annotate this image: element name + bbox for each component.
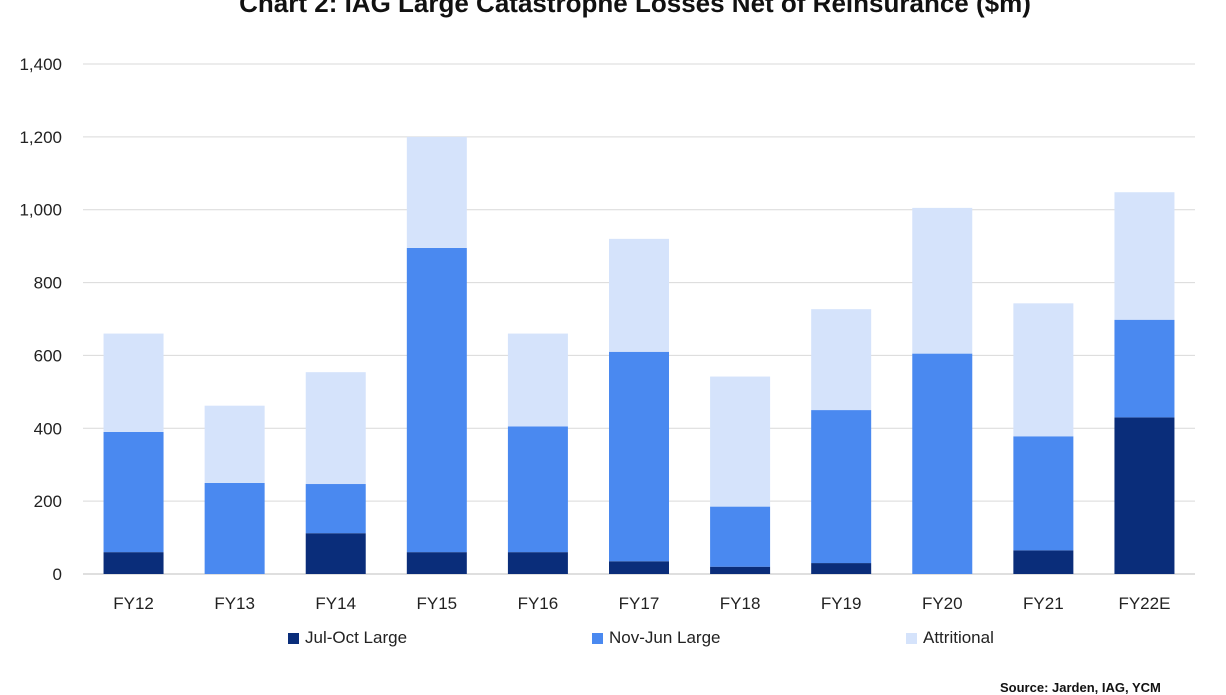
bar-segment bbox=[811, 410, 872, 564]
bar-segment bbox=[1114, 192, 1175, 320]
bar-segment bbox=[305, 372, 366, 485]
x-axis-ticks: FY12 FY13 FY14 FY15 FY16 FY17 FY18 FY19 FY20 FY21… bbox=[113, 594, 1170, 613]
bar-segment bbox=[811, 309, 872, 411]
x-tick-label: FY17 bbox=[619, 594, 660, 613]
legend-label: Attritional bbox=[923, 628, 994, 647]
y-tick-label: 0 bbox=[53, 565, 62, 584]
bar-segment bbox=[912, 353, 973, 574]
x-tick-label: FY20 bbox=[922, 594, 963, 613]
legend-swatch bbox=[906, 632, 917, 644]
bar-segment bbox=[507, 333, 568, 427]
bar-segment bbox=[1013, 303, 1074, 437]
bar-segment bbox=[406, 552, 467, 574]
source-note: Source: Jarden, IAG, YCM bbox=[1000, 680, 1161, 695]
bar-segment bbox=[1013, 436, 1074, 551]
x-tick-label: FY18 bbox=[720, 594, 761, 613]
x-tick-label: FY12 bbox=[113, 594, 154, 613]
legend-item-attritional: Attritional bbox=[906, 628, 994, 648]
bar-segment bbox=[912, 207, 973, 354]
y-tick-label: 400 bbox=[34, 419, 62, 438]
bar-segment bbox=[204, 405, 265, 483]
bar-segment bbox=[710, 566, 771, 574]
bar-segment bbox=[1013, 550, 1074, 574]
legend-item-jul-oct-large: Jul-Oct Large bbox=[288, 628, 407, 648]
bar-segment bbox=[103, 431, 164, 553]
y-axis-ticks: 0 200 400 600 800 1,000 1,200 1,400 bbox=[19, 55, 62, 584]
bar-segment bbox=[507, 426, 568, 553]
bar-segment bbox=[507, 552, 568, 574]
legend: Jul-Oct Large Nov-Jun Large Attritional bbox=[0, 628, 1226, 652]
x-tick-label: FY19 bbox=[821, 594, 862, 613]
bar-segment bbox=[609, 238, 669, 352]
bar-segment bbox=[204, 482, 265, 574]
x-tick-label: FY15 bbox=[416, 594, 457, 613]
bar-segment bbox=[305, 484, 366, 534]
bar-segment bbox=[305, 533, 366, 574]
bars bbox=[103, 136, 1175, 574]
bar-segment bbox=[811, 563, 872, 574]
legend-swatch bbox=[592, 632, 603, 644]
bar-segment bbox=[710, 376, 771, 507]
x-tick-label: FY14 bbox=[315, 594, 356, 613]
bar-segment bbox=[103, 552, 164, 574]
bar-segment bbox=[710, 506, 771, 567]
bar-segment bbox=[609, 351, 669, 562]
bar-segment bbox=[406, 136, 467, 248]
bar-segment bbox=[1114, 417, 1175, 574]
y-tick-label: 1,000 bbox=[19, 201, 62, 220]
y-tick-label: 200 bbox=[34, 492, 62, 511]
bar-segment bbox=[609, 561, 669, 574]
x-tick-label: FY16 bbox=[518, 594, 559, 613]
legend-label: Nov-Jun Large bbox=[609, 628, 721, 647]
legend-label: Jul-Oct Large bbox=[305, 628, 408, 647]
x-tick-label: FY22E bbox=[1118, 594, 1170, 613]
bar-segment bbox=[406, 247, 467, 553]
chart-title: Chart 2: IAG Large Catastrophe Losses Ne… bbox=[239, 0, 1031, 18]
x-tick-label: FY21 bbox=[1023, 594, 1064, 613]
y-tick-label: 800 bbox=[34, 274, 62, 293]
y-tick-label: 1,400 bbox=[19, 55, 62, 74]
bar-segment bbox=[1114, 319, 1175, 418]
y-tick-label: 600 bbox=[34, 346, 62, 365]
x-tick-label: FY13 bbox=[214, 594, 255, 613]
legend-swatch bbox=[288, 632, 299, 644]
legend-item-nov-jun-large: Nov-Jun Large bbox=[592, 628, 721, 648]
bar-segment bbox=[103, 333, 164, 432]
y-tick-label: 1,200 bbox=[19, 128, 62, 147]
